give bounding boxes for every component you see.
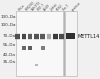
Bar <box>47 33 51 34</box>
Text: 100–Da: 100–Da <box>0 23 16 27</box>
Bar <box>28 34 32 39</box>
Bar <box>59 38 64 40</box>
Text: HEK293: HEK293 <box>24 1 35 12</box>
Bar <box>34 33 39 34</box>
Bar <box>40 33 45 34</box>
Bar <box>47 34 51 39</box>
Text: HeLa: HeLa <box>18 4 26 12</box>
Text: 35–Da: 35–Da <box>3 60 16 64</box>
Text: K562: K562 <box>56 4 64 12</box>
Text: NIH/3T3: NIH/3T3 <box>31 1 42 12</box>
Bar <box>59 33 64 34</box>
Bar <box>66 33 75 39</box>
Text: Jurkat: Jurkat <box>49 3 58 12</box>
Bar <box>34 38 39 40</box>
Bar <box>35 64 38 66</box>
Bar <box>22 34 26 39</box>
Text: 130–Da: 130–Da <box>0 15 16 19</box>
Bar <box>15 33 20 34</box>
Bar <box>53 38 58 40</box>
Bar <box>53 34 58 39</box>
Text: MCF-7: MCF-7 <box>37 3 46 12</box>
Text: A549: A549 <box>43 3 52 12</box>
Bar <box>40 38 45 40</box>
Text: Cos-7: Cos-7 <box>62 3 71 12</box>
Bar <box>22 46 26 50</box>
Bar <box>28 38 32 40</box>
Bar <box>40 34 45 39</box>
Bar <box>65 11 77 76</box>
Text: positive: positive <box>71 1 82 12</box>
Bar <box>59 34 64 39</box>
Bar <box>16 11 63 76</box>
Bar <box>34 34 39 39</box>
Bar <box>22 33 26 34</box>
Text: 55–Da: 55–Da <box>3 43 16 47</box>
Bar <box>41 46 45 50</box>
Bar <box>22 38 26 40</box>
Bar <box>15 38 20 40</box>
Text: 70–Da: 70–Da <box>3 34 16 38</box>
Bar <box>53 33 58 34</box>
Bar <box>15 34 20 39</box>
Bar <box>28 46 32 50</box>
Text: METTL14: METTL14 <box>78 34 100 39</box>
Text: 40–Da: 40–Da <box>3 53 16 57</box>
Bar <box>28 33 32 34</box>
Bar <box>47 38 51 40</box>
